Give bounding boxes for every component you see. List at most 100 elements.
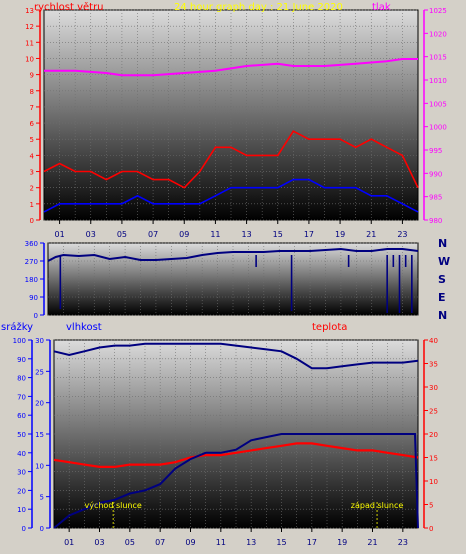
x-tick-label: 19 — [337, 538, 347, 547]
humidity-axis-tick-label: 60 — [17, 412, 26, 420]
compass-label: N — [438, 237, 447, 250]
compass-label: E — [438, 291, 446, 304]
x-tick-label: 21 — [366, 230, 376, 239]
wind-speed-axis-label: rychlost větru — [34, 1, 104, 13]
humidity-axis-tick-label: 50 — [17, 431, 26, 439]
temperature-axis-tick-label: 40 — [429, 337, 438, 345]
wind-speed-axis-tick-label: 12 — [25, 23, 34, 31]
rain-axis-tick-label: 10 — [35, 462, 44, 470]
x-tick-label: 17 — [307, 538, 317, 547]
humidity-axis-tick-label: 30 — [17, 469, 26, 477]
humidity-axis-label: vlhkost — [66, 322, 102, 333]
sun-annotation-label: západ slunce — [351, 501, 404, 510]
sun-annotations: východ slunce západ slunce — [84, 501, 403, 528]
pressure-axis: 980 985 990 995 1000 1005 1010 1015 1020 1025 — [423, 7, 447, 225]
wind-speed-axis-tick-label: 9 — [30, 72, 34, 80]
pressure-line — [44, 58, 418, 77]
x-tick-label: 03 — [86, 230, 96, 239]
humidity-axis-tick-label: 40 — [17, 450, 26, 458]
wind-pressure-grid — [44, 9, 418, 221]
wind-direction-series — [47, 247, 419, 313]
x-tick-label: 05 — [125, 538, 135, 547]
wind-speed-axis-tick-label: 7 — [30, 104, 34, 112]
temperature-axis-tick-label: 20 — [429, 431, 438, 439]
x-tick-label: 05 — [117, 230, 127, 239]
rain-humidity-x-axis: 01 03 05 07 09 11 13 15 17 19 21 23 — [64, 528, 408, 547]
rain-line — [53, 433, 419, 529]
wind-speed-axis-tick-label: 6 — [30, 120, 35, 128]
sun-annotation-label: východ slunce — [84, 501, 141, 510]
x-tick-label: 13 — [246, 538, 256, 547]
wind-speed-axis-tick-label: 0 — [30, 217, 34, 225]
wind-direction-grid — [48, 242, 418, 316]
x-tick-label: 19 — [335, 230, 345, 239]
wind-average-line — [43, 178, 419, 213]
wind-pressure-x-axis: 01 03 05 07 09 11 13 15 17 19 21 23 — [54, 220, 408, 239]
x-tick-label: 01 — [54, 230, 64, 239]
temperature-axis-tick-label: 10 — [429, 478, 438, 486]
humidity-axis-tick-label: 10 — [17, 506, 26, 514]
wind-gust-line — [43, 130, 419, 189]
compass-label: S — [438, 273, 446, 286]
temperature-axis-tick-label: 30 — [429, 384, 438, 392]
rain-axis-label: srážky — [1, 321, 33, 333]
wind-direction-axis-tick-label: 180 — [25, 276, 38, 284]
wind-direction-axis-tick-label: 360 — [25, 240, 38, 248]
x-tick-label: 11 — [216, 538, 226, 547]
wind-speed-axis-tick-label: 10 — [25, 55, 34, 63]
x-tick-label: 15 — [276, 538, 286, 547]
wind-speed-axis-tick-label: 5 — [30, 136, 34, 144]
rain-axis-tick-label: 0 — [40, 525, 44, 533]
pressure-axis-tick-label: 1005 — [429, 100, 447, 108]
wind-speed-axis-tick-label: 1 — [30, 201, 34, 209]
rain-axis-tick-label: 15 — [35, 431, 44, 439]
pressure-axis-tick-label: 1025 — [429, 7, 447, 15]
compass-label: N — [438, 309, 447, 322]
x-tick-label: 11 — [210, 230, 220, 239]
x-tick-label: 09 — [185, 538, 195, 547]
temperature-axis-tick-label: 25 — [429, 408, 438, 416]
humidity-axis-tick-label: 0 — [22, 525, 26, 533]
x-tick-label: 17 — [304, 230, 314, 239]
x-tick-label: 03 — [94, 538, 104, 547]
humidity-axis-tick-label: 70 — [17, 393, 26, 401]
x-tick-label: 07 — [155, 538, 165, 547]
temperature-axis-tick-label: 35 — [429, 361, 438, 369]
temperature-line — [53, 442, 419, 468]
x-tick-label: 09 — [179, 230, 189, 239]
wind-direction-line — [47, 247, 419, 262]
rain-axis-tick-label: 25 — [35, 368, 44, 376]
humidity-line — [53, 342, 419, 370]
x-tick-label: 21 — [367, 538, 377, 547]
rain-axis-tick-label: 20 — [35, 400, 44, 408]
x-tick-label: 23 — [398, 538, 408, 547]
temperature-axis-tick-label: 15 — [429, 455, 438, 463]
temperature-axis-tick-label: 5 — [429, 502, 433, 510]
x-tick-label: 01 — [64, 538, 74, 547]
humidity-axis-tick-label: 90 — [17, 356, 26, 364]
pressure-axis-tick-label: 1000 — [429, 124, 447, 132]
compass-label: W — [438, 255, 450, 268]
wind-direction-axis: 0 90 180 270 360 — [25, 240, 45, 320]
wind-direction-axis-tick-label: 270 — [25, 258, 38, 266]
rain-axis-tick-label: 5 — [40, 494, 44, 502]
pressure-axis-tick-label: 1015 — [429, 54, 447, 62]
humidity-axis-tick-label: 100 — [13, 337, 26, 345]
wind-speed-axis-tick-label: 2 — [30, 185, 34, 193]
pressure-axis-tick-label: 1010 — [429, 77, 447, 85]
x-tick-label: 15 — [273, 230, 283, 239]
temperature-axis-label: teplota — [312, 322, 347, 333]
temperature-axis: 0 5 10 15 20 25 30 35 40 — [423, 337, 438, 533]
wind-direction-axis-tick-label: 0 — [34, 312, 38, 320]
rain-axis-tick-label: 30 — [35, 337, 44, 345]
wind-speed-axis-tick-label: 3 — [30, 169, 34, 177]
wind-speed-axis-tick-label: 11 — [25, 39, 34, 47]
x-tick-label: 23 — [397, 230, 407, 239]
pressure-axis-tick-label: 1020 — [429, 30, 447, 38]
